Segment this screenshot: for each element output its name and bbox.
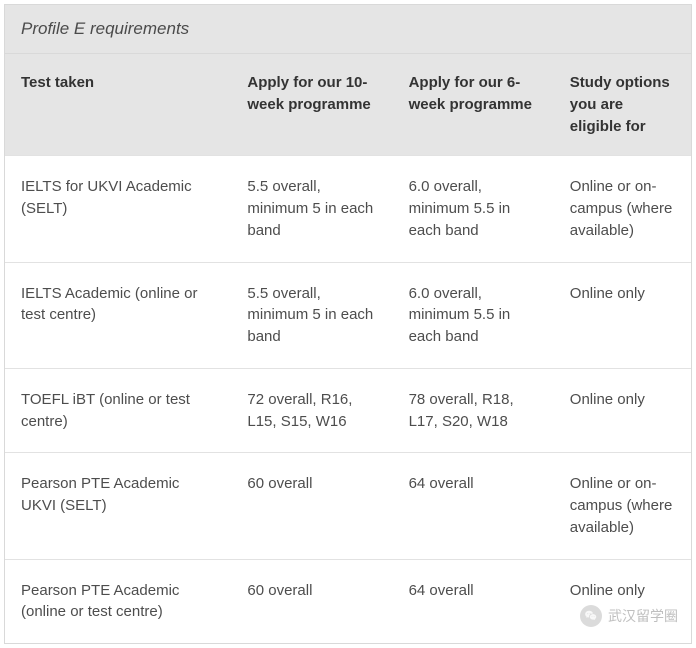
table-row: Pearson PTE Academic UKVI (SELT) 60 over… bbox=[5, 453, 691, 559]
cell-10week: 5.5 overall, minimum 5 in each band bbox=[231, 156, 392, 262]
col-header-test: Test taken bbox=[5, 54, 231, 156]
requirements-table-container: Profile E requirements Test taken Apply … bbox=[4, 4, 692, 644]
cell-10week: 5.5 overall, minimum 5 in each band bbox=[231, 262, 392, 368]
col-header-10week: Apply for our 10-week programme bbox=[231, 54, 392, 156]
cell-10week: 72 overall, R16, L15, S15, W16 bbox=[231, 368, 392, 453]
table-row: Pearson PTE Academic (online or test cen… bbox=[5, 559, 691, 643]
cell-options: Online or on-campus (where available) bbox=[554, 453, 691, 559]
table-title: Profile E requirements bbox=[5, 5, 691, 54]
col-header-6week: Apply for our 6-week programme bbox=[393, 54, 554, 156]
table-row: IELTS Academic (online or test centre) 5… bbox=[5, 262, 691, 368]
cell-6week: 64 overall bbox=[393, 559, 554, 643]
cell-6week: 6.0 overall, minimum 5.5 in each band bbox=[393, 262, 554, 368]
cell-10week: 60 overall bbox=[231, 453, 392, 559]
cell-10week: 60 overall bbox=[231, 559, 392, 643]
cell-options: Online only bbox=[554, 262, 691, 368]
col-header-options: Study options you are eligible for bbox=[554, 54, 691, 156]
cell-test: IELTS for UKVI Academic (SELT) bbox=[5, 156, 231, 262]
cell-test: Pearson PTE Academic UKVI (SELT) bbox=[5, 453, 231, 559]
cell-options: Online only bbox=[554, 559, 691, 643]
cell-test: Pearson PTE Academic (online or test cen… bbox=[5, 559, 231, 643]
table-row: IELTS for UKVI Academic (SELT) 5.5 overa… bbox=[5, 156, 691, 262]
cell-test: IELTS Academic (online or test centre) bbox=[5, 262, 231, 368]
requirements-table: Test taken Apply for our 10-week program… bbox=[5, 54, 691, 643]
cell-options: Online only bbox=[554, 368, 691, 453]
cell-options: Online or on-campus (where available) bbox=[554, 156, 691, 262]
cell-6week: 64 overall bbox=[393, 453, 554, 559]
cell-test: TOEFL iBT (online or test centre) bbox=[5, 368, 231, 453]
cell-6week: 78 overall, R18, L17, S20, W18 bbox=[393, 368, 554, 453]
cell-6week: 6.0 overall, minimum 5.5 in each band bbox=[393, 156, 554, 262]
table-row: TOEFL iBT (online or test centre) 72 ove… bbox=[5, 368, 691, 453]
table-header-row: Test taken Apply for our 10-week program… bbox=[5, 54, 691, 156]
